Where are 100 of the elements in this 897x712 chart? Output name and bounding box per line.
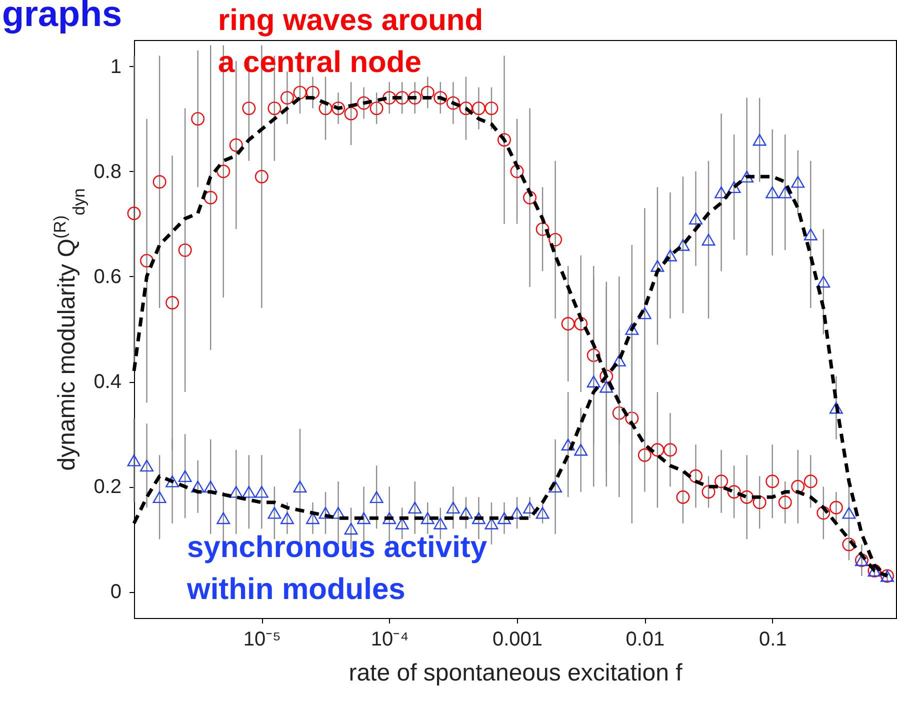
point	[523, 502, 537, 514]
point	[536, 507, 550, 519]
x-tick-label: 10⁻⁴	[370, 628, 409, 650]
point	[689, 212, 702, 225]
point	[586, 348, 600, 362]
point	[268, 102, 282, 116]
point	[446, 502, 460, 514]
point	[548, 232, 562, 246]
point	[600, 370, 614, 384]
point	[357, 512, 371, 524]
point	[166, 475, 180, 488]
point	[472, 102, 486, 116]
point	[766, 474, 780, 488]
point	[676, 239, 690, 251]
point	[842, 538, 856, 552]
point	[166, 296, 180, 310]
point	[778, 496, 792, 510]
point	[650, 260, 664, 272]
point	[689, 469, 702, 483]
point	[842, 507, 856, 519]
series-label: synchronous activity within modules	[186, 531, 488, 606]
x-tick-label: 10⁻⁵	[243, 628, 281, 650]
point	[370, 491, 384, 504]
y-tick-label: 0.8	[94, 160, 122, 183]
point	[727, 485, 741, 499]
point	[382, 512, 396, 524]
point	[370, 102, 384, 116]
point	[280, 91, 294, 105]
point	[804, 474, 818, 488]
point	[242, 102, 256, 116]
point	[600, 380, 614, 393]
point	[510, 507, 524, 519]
point	[714, 474, 728, 488]
point	[829, 500, 843, 514]
point	[663, 443, 677, 457]
point	[663, 250, 677, 262]
point	[395, 518, 409, 530]
point	[829, 402, 843, 414]
point	[127, 454, 141, 466]
point	[357, 96, 371, 110]
point	[778, 186, 792, 198]
point	[816, 506, 830, 520]
point	[254, 486, 268, 498]
point	[498, 133, 511, 147]
point	[216, 164, 230, 178]
point	[344, 106, 358, 120]
point	[332, 507, 345, 519]
point	[510, 164, 524, 178]
point	[229, 138, 243, 152]
point	[536, 222, 550, 236]
point	[727, 181, 741, 194]
point	[434, 91, 448, 105]
point	[152, 491, 166, 504]
point	[306, 512, 320, 524]
point	[574, 317, 588, 330]
point	[446, 96, 460, 110]
point	[523, 190, 537, 204]
point	[561, 317, 575, 330]
y-tick-label: 0.2	[94, 476, 122, 498]
point	[625, 323, 639, 335]
point	[204, 190, 218, 204]
point	[752, 134, 766, 146]
x-axis-title: rate of spontaneous excitation f	[348, 660, 683, 686]
point	[293, 480, 307, 493]
point	[574, 444, 588, 456]
point	[740, 490, 754, 504]
point	[791, 176, 805, 188]
point	[638, 448, 652, 462]
point	[561, 438, 575, 451]
point	[766, 186, 780, 198]
point	[318, 507, 332, 519]
point	[293, 86, 307, 100]
point	[268, 507, 282, 519]
point	[178, 470, 192, 482]
point	[178, 243, 192, 257]
y-tick-label: 0	[110, 581, 122, 604]
point	[816, 276, 830, 288]
point	[498, 512, 511, 524]
point	[714, 186, 728, 198]
point	[434, 518, 448, 530]
point	[702, 485, 716, 499]
point	[280, 512, 294, 524]
point	[242, 486, 256, 498]
point	[472, 512, 486, 524]
y-tick-label: 1	[110, 56, 122, 78]
point	[229, 486, 243, 498]
y-tick-label: 0.6	[94, 266, 122, 288]
x-tick-label: 0.1	[758, 628, 787, 650]
point	[702, 234, 716, 246]
point	[740, 170, 754, 183]
chart-title: graphs	[2, 0, 122, 34]
point	[216, 512, 230, 524]
point	[791, 480, 805, 494]
point	[804, 228, 818, 240]
point	[586, 376, 600, 388]
point	[484, 102, 498, 116]
y-tick-label: 0.4	[94, 371, 122, 394]
point	[676, 490, 690, 504]
point	[191, 112, 205, 126]
x-tick-label: 0.001	[492, 628, 543, 650]
